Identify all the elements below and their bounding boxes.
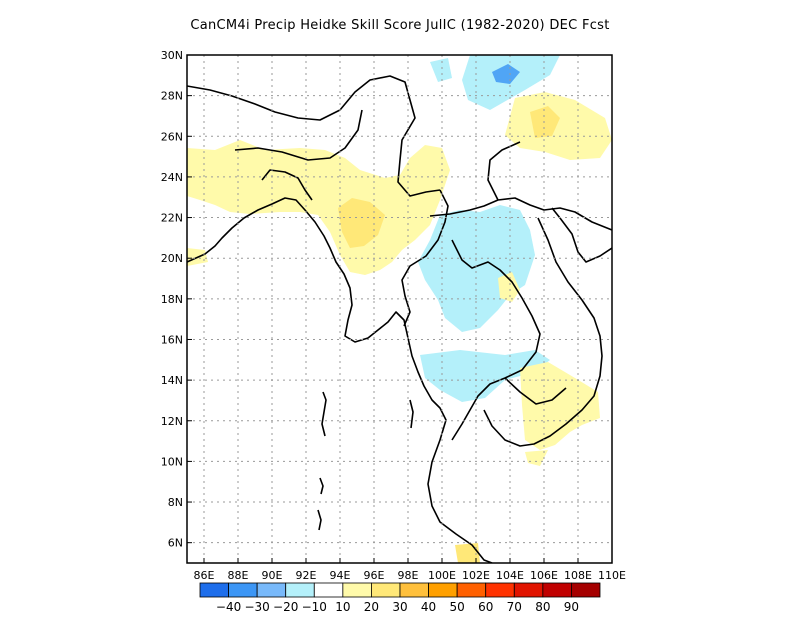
lon-tick-label: 94E: [330, 569, 351, 582]
lon-tick-label: 106E: [530, 569, 558, 582]
lat-tick-label: 20N: [161, 252, 183, 265]
country-border: [451, 239, 541, 441]
lat-tick-label: 14N: [161, 374, 183, 387]
colorbar-swatch: [256, 582, 287, 598]
colorbar-label: 50: [450, 600, 465, 614]
positive-skill-core: [530, 106, 560, 138]
country-border: [504, 377, 567, 405]
positive-skill-area: [187, 140, 450, 275]
country-border: [483, 217, 603, 447]
colorbar-swatch: [571, 582, 601, 598]
lat-tick-label: 30N: [161, 49, 183, 62]
colorbar: −40 −30 −20 −10 10 20 30 40 50 60 70 80 90: [199, 582, 601, 614]
lat-tick-label: 22N: [161, 212, 183, 225]
lat-tick-label: 26N: [161, 130, 183, 143]
island: [321, 391, 327, 437]
colorbar-swatch: [371, 582, 401, 598]
lon-axis: 86E 88E 90E 92E 94E 96E 98E 100E 102E 104E 106E 108…: [194, 558, 626, 582]
chart-title: CanCM4i Precip Heidke Skill Score JulIC …: [190, 18, 610, 33]
island: [409, 399, 414, 429]
lon-tick-label: 88E: [228, 569, 249, 582]
colorbar-label: 40: [421, 600, 436, 614]
country-border: [261, 169, 313, 201]
lat-tick-label: 8N: [168, 496, 183, 509]
lat-tick-label: 24N: [161, 171, 183, 184]
lon-tick-label: 104E: [496, 569, 524, 582]
positive-skill-area: [525, 450, 548, 466]
colorbar-swatch: [313, 582, 344, 598]
colorbar-swatch: [542, 582, 572, 598]
lon-tick-label: 102E: [462, 569, 490, 582]
positive-skill-core: [338, 198, 385, 248]
colorbar-label: −30: [244, 600, 269, 614]
colorbar-swatch: [485, 582, 515, 598]
coastlines-borders: [187, 75, 612, 563]
negative-skill-area: [430, 58, 452, 82]
island: [317, 509, 322, 531]
lon-tick-label: 96E: [364, 569, 385, 582]
positive-skill-area: [498, 272, 520, 302]
colorbar-label: −40: [216, 600, 241, 614]
lat-tick-label: 18N: [161, 293, 183, 306]
grid-lines: [187, 54, 613, 563]
lon-tick-label: 92E: [296, 569, 317, 582]
coastline: [187, 197, 493, 563]
colorbar-swatch: [399, 582, 429, 598]
lon-tick-label: 98E: [398, 569, 419, 582]
country-border: [487, 141, 521, 201]
country-border: [187, 75, 441, 197]
colorbar-label: 90: [564, 600, 579, 614]
positive-skill-area: [505, 92, 612, 160]
skill-shading: [187, 55, 612, 563]
colorbar-label: 30: [392, 600, 407, 614]
negative-skill-area: [418, 205, 535, 332]
lon-tick-label: 86E: [194, 569, 215, 582]
island: [319, 477, 324, 495]
lat-tick-label: 6N: [168, 537, 183, 550]
lon-tick-label: 100E: [428, 569, 456, 582]
colorbar-label: 70: [507, 600, 522, 614]
colorbar-swatch: [228, 582, 258, 598]
colorbar-label: −10: [302, 600, 327, 614]
lat-axis: 30N 28N 26N 24N 22N 20N 18N 16N 14N 12N 10N 8N 6N: [161, 49, 192, 550]
colorbar-swatch: [199, 582, 229, 598]
country-border: [429, 197, 612, 231]
map-frame: [186, 54, 613, 564]
lon-tick-label: 110E: [598, 569, 626, 582]
lat-tick-label: 12N: [161, 415, 183, 428]
colorbar-swatch: [513, 582, 544, 598]
negative-skill-area: [420, 350, 550, 402]
lat-tick-label: 16N: [161, 333, 183, 346]
colorbar-label: 60: [478, 600, 493, 614]
positive-skill-area: [520, 362, 600, 450]
lat-tick-label: 28N: [161, 90, 183, 103]
colorbar-label: 80: [535, 600, 550, 614]
colorbar-swatch: [428, 582, 458, 598]
colorbar-swatch: [285, 582, 315, 598]
lon-tick-label: 90E: [262, 569, 283, 582]
colorbar-label: 10: [335, 600, 350, 614]
colorbar-swatch: [456, 582, 487, 598]
colorbar-swatch: [342, 582, 372, 598]
country-border: [234, 109, 363, 161]
colorbar-label: −20: [273, 600, 298, 614]
lat-tick-label: 10N: [161, 455, 183, 468]
negative-skill-core: [492, 64, 520, 84]
lon-tick-label: 108E: [564, 569, 592, 582]
colorbar-label: 20: [364, 600, 379, 614]
